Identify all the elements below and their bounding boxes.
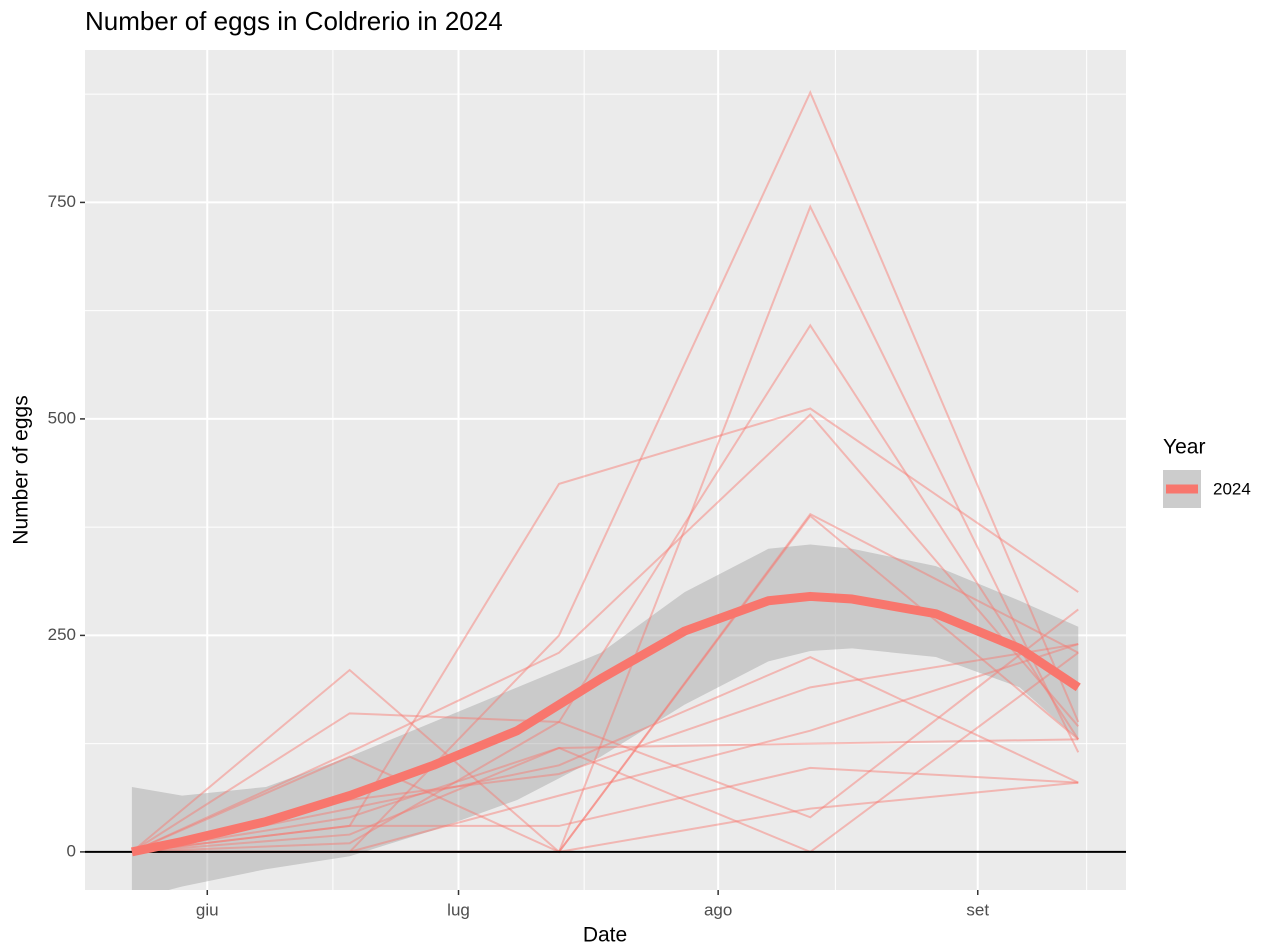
- trap-line: [131, 651, 1079, 854]
- y-tick-label: 500: [48, 408, 76, 427]
- y-tick-label: 0: [67, 841, 76, 860]
- trap-line: [131, 407, 1079, 853]
- legend-title: Year: [1163, 436, 1205, 459]
- trap-line: [131, 413, 1080, 853]
- y-tick-label: 250: [48, 625, 76, 644]
- confidence-ribbon: [131, 544, 1079, 890]
- x-tick-label: giu: [196, 900, 219, 919]
- smooth-line: [130, 591, 1081, 857]
- legend-label: 2024: [1213, 479, 1251, 498]
- trap-line: [131, 766, 1079, 853]
- trap-line: [131, 738, 1079, 853]
- chart-title: Number of eggs in Coldrerio in 2024: [85, 6, 503, 36]
- y-tick-label: 750: [48, 192, 76, 211]
- trap-line: [131, 608, 1079, 853]
- trap-line: [131, 655, 1079, 853]
- x-tick-label: ago: [704, 900, 732, 919]
- x-axis-label: Date: [583, 924, 627, 947]
- plot-area: [85, 50, 1126, 890]
- x-tick-label: lug: [447, 900, 470, 919]
- x-tick-label: set: [966, 900, 989, 919]
- y-axis-label: Number of eggs: [10, 395, 33, 544]
- panel: [85, 50, 1126, 890]
- trap-line: [131, 323, 1080, 853]
